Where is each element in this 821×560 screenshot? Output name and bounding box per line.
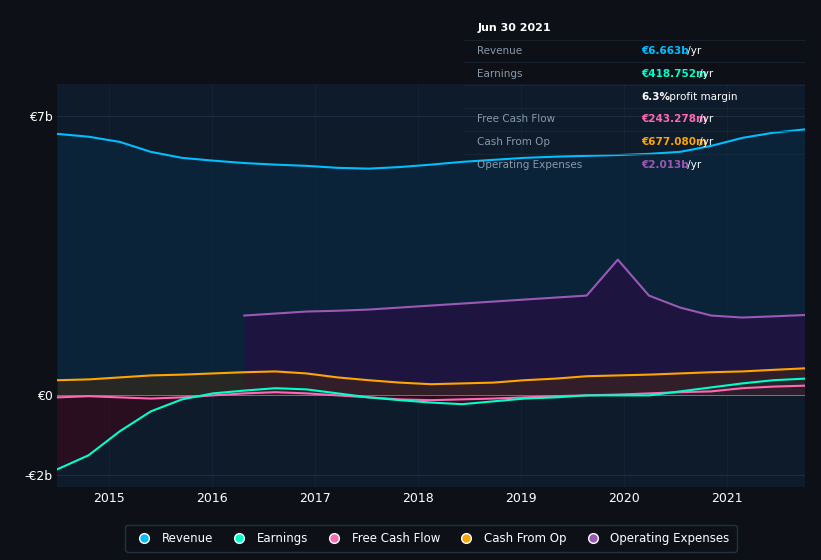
Text: profit margin: profit margin — [666, 92, 737, 101]
Text: /yr: /yr — [684, 46, 701, 56]
Text: €2.013b: €2.013b — [641, 160, 689, 170]
Legend: Revenue, Earnings, Free Cash Flow, Cash From Op, Operating Expenses: Revenue, Earnings, Free Cash Flow, Cash … — [126, 525, 736, 552]
Text: 6.3%: 6.3% — [641, 92, 670, 101]
Text: /yr: /yr — [696, 114, 713, 124]
Text: Jun 30 2021: Jun 30 2021 — [478, 23, 551, 33]
Text: /yr: /yr — [696, 69, 713, 79]
Text: Revenue: Revenue — [478, 46, 523, 56]
Text: €418.752m: €418.752m — [641, 69, 707, 79]
Text: /yr: /yr — [696, 137, 713, 147]
Text: €677.080m: €677.080m — [641, 137, 707, 147]
Text: €243.278m: €243.278m — [641, 114, 707, 124]
Text: Free Cash Flow: Free Cash Flow — [478, 114, 556, 124]
Text: Cash From Op: Cash From Op — [478, 137, 551, 147]
Text: €6.663b: €6.663b — [641, 46, 689, 56]
Text: /yr: /yr — [684, 160, 701, 170]
Text: Operating Expenses: Operating Expenses — [478, 160, 583, 170]
Text: Earnings: Earnings — [478, 69, 523, 79]
